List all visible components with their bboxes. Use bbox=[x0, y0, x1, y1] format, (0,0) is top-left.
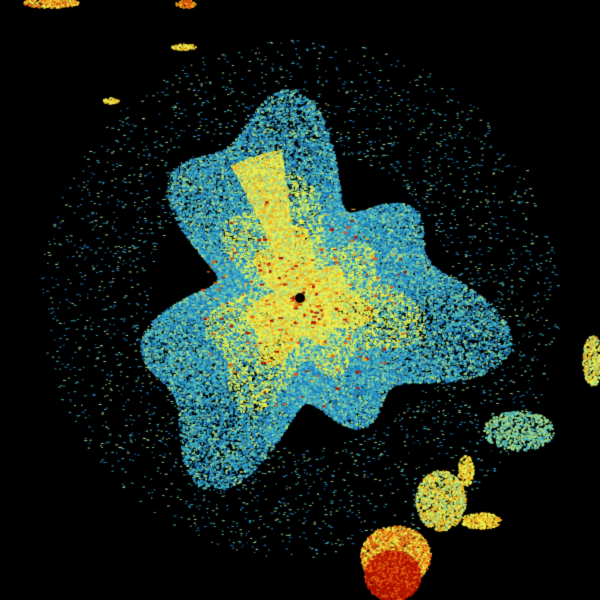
radar-reflectivity-image bbox=[0, 0, 600, 600]
